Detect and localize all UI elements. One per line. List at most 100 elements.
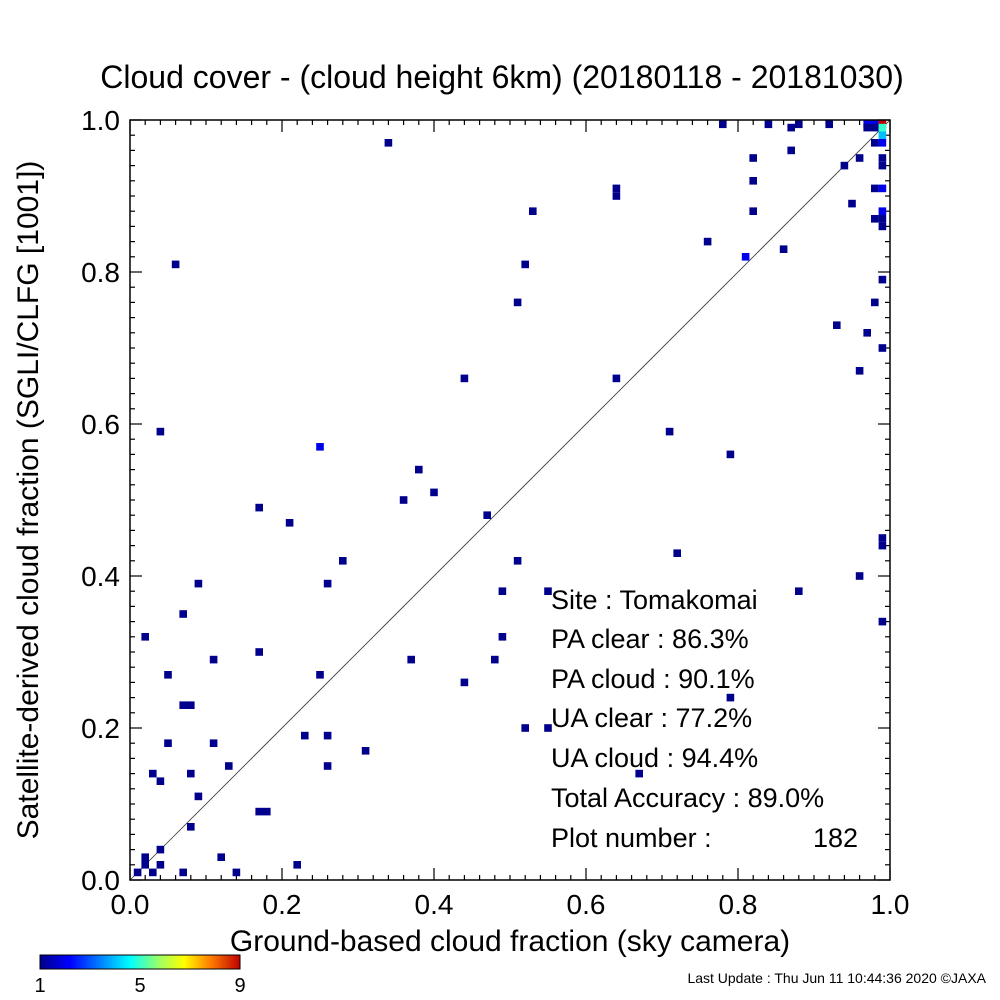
data-point [871, 298, 879, 307]
data-point [878, 215, 887, 223]
data-point [164, 671, 172, 679]
data-point [513, 298, 522, 307]
data-point [855, 367, 864, 375]
reference-line-y-equals-x [129, 119, 891, 881]
data-point [779, 245, 788, 253]
data-point [179, 868, 187, 877]
data-point [703, 237, 712, 246]
data-point [878, 541, 887, 550]
y-tick-label: 1.0 [81, 105, 120, 136]
data-point [749, 207, 757, 215]
x-tick-labels: 0.0 0.2 0.4 0.6 0.8 1.0 [111, 889, 910, 920]
data-point [323, 762, 332, 770]
data-point [171, 260, 180, 269]
colorbar-tick-mid: 5 [134, 975, 145, 997]
data-point [612, 374, 621, 383]
data-point [164, 739, 172, 747]
x-tick-label: 0.0 [111, 889, 150, 920]
data-point [741, 253, 750, 261]
data-point [285, 519, 294, 527]
data-point [187, 823, 195, 831]
data-point [726, 693, 735, 702]
data-point [209, 739, 218, 747]
data-point [871, 123, 879, 132]
data-point [878, 222, 887, 231]
data-point [316, 443, 324, 451]
colorbar-tick-max: 9 [234, 975, 245, 997]
stat-pa-cloud: PA cloud : 90.1% [551, 664, 755, 694]
stat-ua-clear: UA clear : 77.2% [551, 703, 752, 733]
y-tick-label: 0.0 [81, 865, 120, 896]
data-point [878, 534, 887, 542]
data-point [878, 344, 887, 352]
data-point [194, 792, 203, 801]
x-tick-label: 0.8 [719, 889, 758, 920]
data-point [855, 572, 864, 580]
data-point [156, 845, 165, 854]
data-point [460, 678, 469, 687]
data-point [149, 868, 157, 877]
data-point [749, 177, 757, 185]
data-point [255, 648, 263, 656]
data-point [399, 496, 408, 504]
data-point [255, 503, 263, 512]
y-tick-label: 0.4 [81, 561, 120, 592]
data-point [871, 139, 879, 147]
data-point [179, 701, 187, 709]
data-point [301, 731, 309, 740]
x-tick-label: 0.6 [567, 889, 606, 920]
colorbar-gradient [39, 954, 241, 970]
data-point [764, 120, 773, 129]
data-point [232, 868, 241, 877]
stat-ua-cloud: UA cloud : 94.4% [551, 743, 758, 773]
stat-plot-number-label: Plot number : [551, 823, 712, 853]
y-tick-label: 0.6 [81, 409, 120, 440]
y-axis-label: Satellite-derived cloud fraction (SGLI/C… [12, 161, 45, 840]
data-point [848, 199, 856, 208]
data-point [156, 861, 165, 869]
data-point [673, 549, 681, 557]
y-tick-label: 0.8 [81, 257, 120, 288]
data-point [635, 769, 643, 778]
data-point [871, 215, 879, 223]
data-point [878, 154, 887, 162]
data-point [323, 731, 332, 740]
data-point [141, 633, 149, 641]
data-point [255, 807, 263, 816]
data-point [141, 861, 149, 869]
data-point [544, 724, 552, 732]
data-point [878, 617, 887, 626]
data-point [415, 465, 423, 474]
data-point [187, 701, 195, 709]
data-point [855, 154, 864, 162]
data-point [225, 762, 233, 770]
data-point [787, 123, 795, 132]
data-point [878, 123, 887, 132]
statistics-box: Site : Tomakomai PA clear : 86.3% PA clo… [551, 585, 858, 853]
data-point [179, 610, 187, 618]
data-point [361, 747, 370, 755]
data-point [263, 807, 271, 816]
colorbar-tick-min: 1 [34, 975, 45, 997]
chart-title: Cloud cover - (cloud height 6km) (201801… [100, 59, 903, 95]
data-point [491, 655, 499, 664]
y-tick-labels: 0.0 0.2 0.4 0.6 0.8 1.0 [81, 105, 120, 896]
data-point [323, 579, 332, 588]
data-point [149, 769, 157, 778]
data-point [612, 192, 621, 200]
data-point [156, 777, 165, 785]
stat-site: Site : Tomakomai [551, 585, 758, 615]
y-tick-label: 0.2 [81, 713, 120, 744]
data-point [878, 139, 887, 147]
x-tick-label: 0.2 [263, 889, 302, 920]
data-point [384, 139, 393, 147]
data-point [665, 427, 674, 436]
data-point [612, 184, 621, 193]
data-point [878, 207, 887, 215]
x-tick-label: 0.4 [415, 889, 454, 920]
plot-frame [129, 119, 891, 881]
data-point [825, 120, 833, 129]
data-point [863, 329, 871, 337]
data-point [498, 587, 507, 595]
